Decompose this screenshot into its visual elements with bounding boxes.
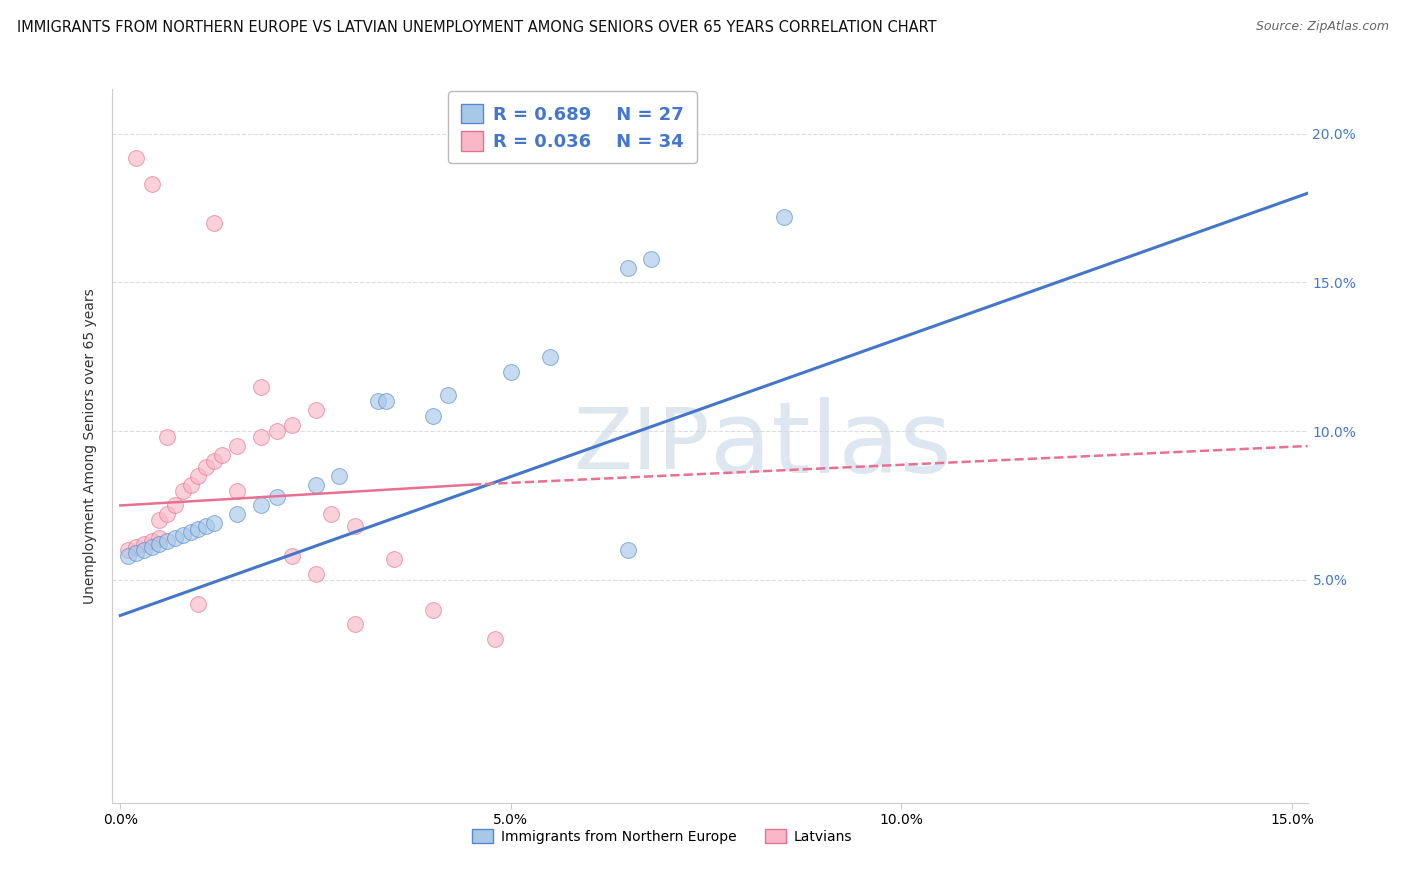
Point: [226, 483, 249, 498]
Point: [499, 365, 522, 379]
Point: [250, 499, 273, 513]
Point: [281, 418, 304, 433]
Point: [538, 350, 561, 364]
Point: [148, 531, 170, 545]
Point: [266, 490, 288, 504]
Point: [125, 540, 148, 554]
Point: [250, 379, 273, 393]
Point: [156, 508, 179, 522]
Point: [195, 519, 218, 533]
Point: [422, 409, 444, 424]
Point: [211, 448, 233, 462]
Point: [281, 549, 304, 563]
Text: IMMIGRANTS FROM NORTHERN EUROPE VS LATVIAN UNEMPLOYMENT AMONG SENIORS OVER 65 YE: IMMIGRANTS FROM NORTHERN EUROPE VS LATVI…: [17, 20, 936, 35]
Point: [484, 632, 506, 647]
Point: [156, 430, 179, 444]
Point: [328, 468, 350, 483]
Point: [202, 516, 225, 531]
Y-axis label: Unemployment Among Seniors over 65 years: Unemployment Among Seniors over 65 years: [83, 288, 97, 604]
Text: atlas: atlas: [710, 398, 952, 494]
Point: [374, 394, 396, 409]
Point: [180, 477, 202, 491]
Point: [640, 252, 662, 266]
Point: [367, 394, 389, 409]
Point: [195, 459, 218, 474]
Point: [117, 543, 139, 558]
Point: [163, 531, 186, 545]
Point: [250, 430, 273, 444]
Point: [172, 528, 194, 542]
Point: [226, 508, 249, 522]
Point: [304, 477, 326, 491]
Point: [148, 537, 170, 551]
Point: [117, 549, 139, 563]
Point: [304, 566, 326, 581]
Point: [226, 439, 249, 453]
Point: [125, 151, 148, 165]
Point: [617, 543, 640, 558]
Point: [187, 468, 209, 483]
Point: [304, 403, 326, 417]
Point: [187, 597, 209, 611]
Point: [132, 543, 155, 558]
Point: [617, 260, 640, 275]
Point: [382, 552, 405, 566]
Point: [321, 508, 343, 522]
Legend: Immigrants from Northern Europe, Latvians: Immigrants from Northern Europe, Latvian…: [467, 823, 858, 849]
Point: [172, 483, 194, 498]
Point: [141, 534, 163, 549]
Point: [141, 178, 163, 192]
Point: [202, 454, 225, 468]
Point: [437, 388, 460, 402]
Point: [180, 525, 202, 540]
Point: [132, 537, 155, 551]
Point: [202, 216, 225, 230]
Point: [141, 540, 163, 554]
Text: Source: ZipAtlas.com: Source: ZipAtlas.com: [1256, 20, 1389, 33]
Point: [343, 519, 366, 533]
Point: [422, 602, 444, 616]
Point: [343, 617, 366, 632]
Text: ZIP: ZIP: [574, 404, 710, 488]
Point: [773, 210, 796, 224]
Point: [148, 513, 170, 527]
Point: [156, 534, 179, 549]
Point: [125, 546, 148, 560]
Point: [266, 424, 288, 438]
Point: [163, 499, 186, 513]
Point: [187, 522, 209, 536]
